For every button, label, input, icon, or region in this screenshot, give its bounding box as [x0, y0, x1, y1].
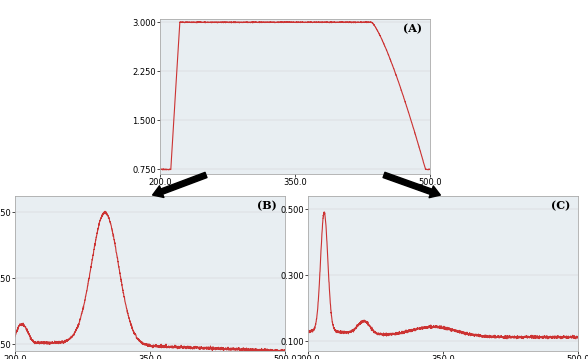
Text: (A): (A): [403, 24, 422, 35]
Text: (C): (C): [550, 201, 570, 212]
Text: (B): (B): [257, 201, 277, 212]
